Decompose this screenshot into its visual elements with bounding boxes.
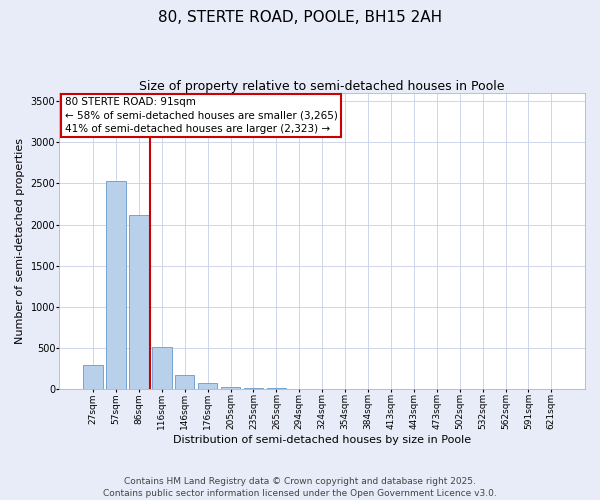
Bar	[129, 214, 149, 389]
Bar	[83, 366, 103, 389]
Bar	[221, 388, 241, 389]
X-axis label: Distribution of semi-detached houses by size in Poole: Distribution of semi-detached houses by …	[173, 435, 471, 445]
Text: 80 STERTE ROAD: 91sqm
← 58% of semi-detached houses are smaller (3,265)
41% of s: 80 STERTE ROAD: 91sqm ← 58% of semi-deta…	[65, 98, 338, 134]
Text: Contains HM Land Registry data © Crown copyright and database right 2025.
Contai: Contains HM Land Registry data © Crown c…	[103, 476, 497, 498]
Text: 80, STERTE ROAD, POOLE, BH15 2AH: 80, STERTE ROAD, POOLE, BH15 2AH	[158, 10, 442, 25]
Bar	[175, 374, 194, 389]
Y-axis label: Number of semi-detached properties: Number of semi-detached properties	[15, 138, 25, 344]
Bar	[106, 181, 126, 389]
Bar	[244, 388, 263, 389]
Bar	[198, 383, 217, 389]
Bar	[152, 347, 172, 389]
Title: Size of property relative to semi-detached houses in Poole: Size of property relative to semi-detach…	[139, 80, 505, 93]
